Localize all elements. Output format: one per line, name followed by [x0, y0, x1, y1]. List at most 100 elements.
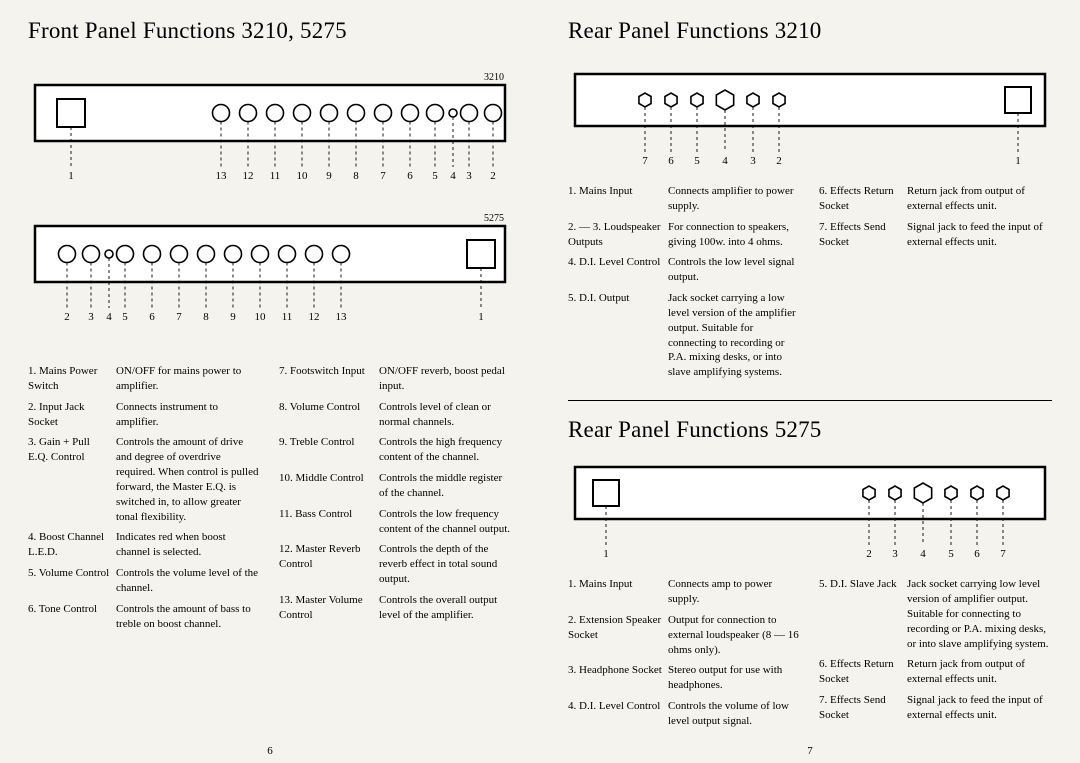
legend-key: 6. Effects Return Socket	[819, 657, 907, 687]
svg-text:9: 9	[326, 170, 332, 182]
legend-row: 7. Effects Send SocketSignal jack to fee…	[819, 693, 1052, 723]
svg-text:13: 13	[216, 170, 228, 182]
legend-key: 4. Boost Channel L.E.D.	[28, 530, 116, 560]
legend-key: 7. Effects Send Socket	[819, 693, 907, 723]
svg-text:12: 12	[243, 170, 254, 182]
svg-text:2: 2	[866, 548, 872, 560]
legend-key: 5. D.I. Output	[568, 291, 668, 380]
svg-text:11: 11	[282, 311, 293, 323]
panel-rear-3210: 7654321	[570, 72, 1050, 172]
svg-text:4: 4	[106, 311, 112, 323]
legend-row: 7. Effects Send SocketSignal jack to fee…	[819, 220, 1052, 250]
legend-key: 9. Treble Control	[279, 435, 379, 465]
page-left: Front Panel Functions 3210, 5275 3210 13…	[0, 0, 540, 763]
legend-key: 8. Volume Control	[279, 400, 379, 430]
legend-text: Signal jack to feed the input of externa…	[907, 693, 1052, 723]
legend-text: Controls the volume of low level output …	[668, 699, 801, 729]
svg-text:1: 1	[603, 548, 609, 560]
legend-key: 4. D.I. Level Control	[568, 255, 668, 285]
divider	[568, 400, 1052, 401]
panel-rear-3210-svg: 7654321	[570, 72, 1050, 172]
svg-text:6: 6	[149, 311, 155, 323]
svg-text:4: 4	[450, 170, 456, 182]
svg-text:13: 13	[336, 311, 348, 323]
legend-text: Output for connection to external loudsp…	[668, 613, 801, 658]
svg-text:5: 5	[694, 155, 700, 167]
svg-text:11: 11	[270, 170, 281, 182]
legend-row: 4. D.I. Level ControlControls the volume…	[568, 699, 801, 729]
legend-key: 7. Effects Send Socket	[819, 220, 907, 250]
svg-text:4: 4	[920, 548, 926, 560]
legend-key: 13. Master Volume Control	[279, 593, 379, 623]
legend-row: 7. Footswitch InputON/OFF reverb, boost …	[279, 364, 512, 394]
pagenum-left: 6	[267, 745, 273, 757]
legend-row: 6. Effects Return SocketReturn jack from…	[819, 657, 1052, 687]
panel-3210-svg: 13121110987654321	[30, 83, 510, 193]
legend-row: 13. Master Volume ControlControls the ov…	[279, 593, 512, 623]
legend-row: 11. Bass ControlControls the low frequen…	[279, 507, 512, 537]
legend-text: For connection to speakers, giving 100w.…	[668, 220, 801, 250]
legend-key: 2. Input Jack Socket	[28, 400, 116, 430]
legend-key: 6. Effects Return Socket	[819, 184, 907, 214]
legend-text: Jack socket carrying a low level version…	[668, 291, 801, 380]
svg-text:1: 1	[478, 311, 484, 323]
legend-row: 1. Mains InputConnects amplifier to powe…	[568, 184, 801, 214]
legend-key: 3. Headphone Socket	[568, 663, 668, 693]
legend-text: Controls the high frequency content of t…	[379, 435, 512, 465]
front-legend-col-right: 7. Footswitch InputON/OFF reverb, boost …	[279, 364, 512, 638]
legend-row: 1. Mains InputConnects amp to power supp…	[568, 577, 801, 607]
svg-text:6: 6	[974, 548, 980, 560]
panel-5275: 5275 23456789101112131	[30, 213, 510, 334]
legend-row: 1. Mains Power SwitchON/OFF for mains po…	[28, 364, 261, 394]
legend-row: 8. Volume ControlControls level of clean…	[279, 400, 512, 430]
legend-row: 10. Middle ControlControls the middle re…	[279, 471, 512, 501]
svg-text:2: 2	[490, 170, 496, 182]
legend-row: 5. D.I. OutputJack socket carrying a low…	[568, 291, 801, 380]
title-rear-5275: Rear Panel Functions 5275	[568, 417, 1052, 443]
svg-text:8: 8	[203, 311, 209, 323]
legend-text: Controls the middle register of the chan…	[379, 471, 512, 501]
legend-key: 1. Mains Input	[568, 184, 668, 214]
legend-key: 5. D.I. Slave Jack	[819, 577, 907, 651]
front-legend-col-left: 1. Mains Power SwitchON/OFF for mains po…	[28, 364, 261, 638]
legend-text: Controls the low level signal output.	[668, 255, 801, 285]
rear5275-legend-right: 5. D.I. Slave JackJack socket carrying l…	[819, 577, 1052, 735]
svg-text:5: 5	[122, 311, 128, 323]
svg-text:9: 9	[230, 311, 236, 323]
legend-key: 2. — 3. Loudspeaker Outputs	[568, 220, 668, 250]
legend-row: 5. D.I. Slave JackJack socket carrying l…	[819, 577, 1052, 651]
legend-key: 2. Extension Speaker Socket	[568, 613, 668, 658]
svg-text:3: 3	[892, 548, 898, 560]
legend-row: 5. Volume ControlControls the volume lev…	[28, 566, 261, 596]
legend-key: 11. Bass Control	[279, 507, 379, 537]
legend-text: Jack socket carrying low level version o…	[907, 577, 1052, 651]
svg-text:6: 6	[668, 155, 674, 167]
legend-key: 10. Middle Control	[279, 471, 379, 501]
panel-3210: 3210 13121110987654321	[30, 72, 510, 193]
svg-text:3: 3	[88, 311, 94, 323]
svg-text:1: 1	[68, 170, 74, 182]
panel-label-3210: 3210	[30, 72, 510, 83]
legend-key: 12. Master Reverb Control	[279, 542, 379, 587]
legend-text: ON/OFF for mains power to amplifier.	[116, 364, 261, 394]
legend-text: Controls the amount of bass to treble on…	[116, 602, 261, 632]
legend-row: 4. D.I. Level ControlControls the low le…	[568, 255, 801, 285]
legend-text: Signal jack to feed the input of externa…	[907, 220, 1052, 250]
svg-text:8: 8	[353, 170, 359, 182]
legend-row: 2. Input Jack SocketConnects instrument …	[28, 400, 261, 430]
rear3210-legend-right: 6. Effects Return SocketReturn jack from…	[819, 184, 1052, 386]
front-legend: 1. Mains Power SwitchON/OFF for mains po…	[28, 364, 512, 638]
svg-text:10: 10	[255, 311, 267, 323]
svg-text:6: 6	[407, 170, 413, 182]
svg-text:5: 5	[948, 548, 954, 560]
svg-text:4: 4	[722, 155, 728, 167]
legend-text: ON/OFF reverb, boost pedal input.	[379, 364, 512, 394]
legend-key: 6. Tone Control	[28, 602, 116, 632]
panel-rear-5275-svg: 2345671	[570, 465, 1050, 565]
title-rear-3210: Rear Panel Functions 3210	[568, 18, 1052, 44]
legend-key: 1. Mains Input	[568, 577, 668, 607]
legend-text: Return jack from output of external effe…	[907, 184, 1052, 214]
legend-row: 6. Effects Return SocketReturn jack from…	[819, 184, 1052, 214]
legend-row: 3. Headphone SocketStereo output for use…	[568, 663, 801, 693]
legend-text: Controls level of clean or normal channe…	[379, 400, 512, 430]
